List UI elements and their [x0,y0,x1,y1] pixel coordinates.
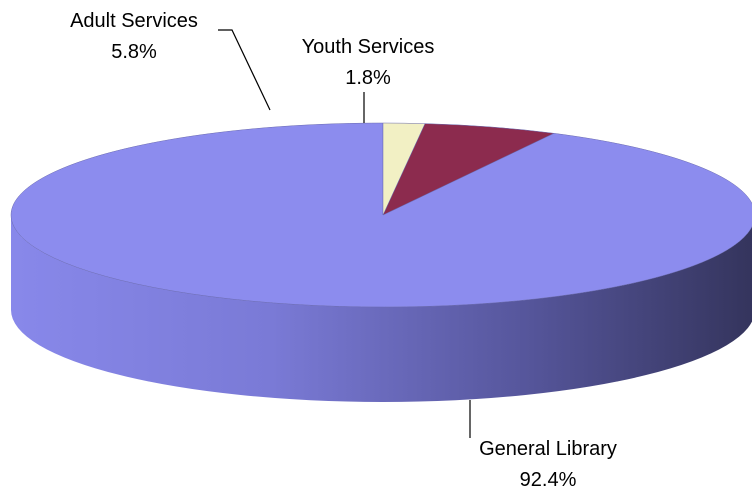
adult-services-label: Adult Services [70,10,198,32]
adult-services-leader-line [218,29,271,111]
slice-youth-services [382,122,426,216]
youth-services-label: Youth Services [302,36,435,58]
adult-services-percent: 5.8% [111,41,157,63]
general-library-label: General Library [479,438,617,460]
pie-side-wall [11,215,752,402]
general-library-percent: 92.4% [520,469,577,491]
slice-general-library [10,122,752,308]
slice-adult-services [382,123,555,216]
pie-slices [10,122,752,402]
youth-services-percent: 1.8% [345,67,391,89]
